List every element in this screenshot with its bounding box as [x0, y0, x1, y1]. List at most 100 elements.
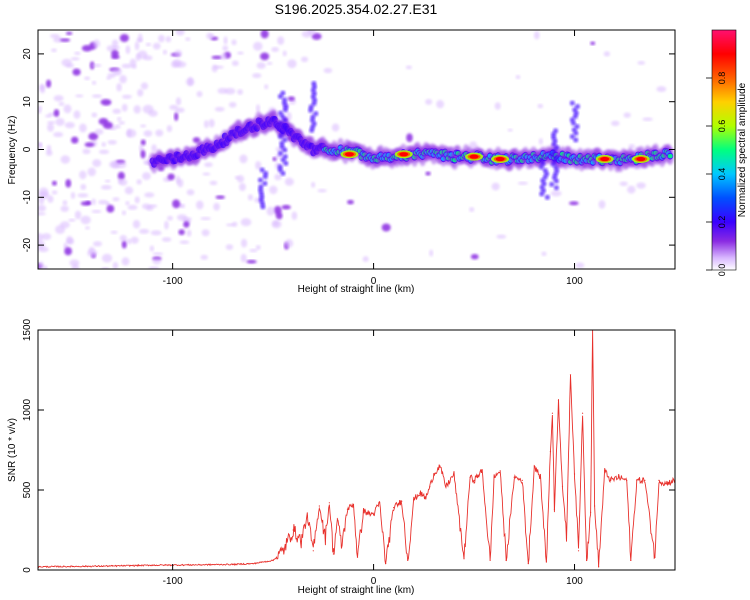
snr-data-point: [439, 465, 441, 467]
noise-blob: [284, 239, 294, 248]
snr-data-point: [336, 518, 339, 520]
noise-blob: [175, 61, 187, 68]
snr-data-point: [151, 564, 154, 566]
noise-blob: [65, 63, 75, 68]
noise-blob: [144, 192, 155, 198]
ridge-branch: [280, 90, 286, 96]
noise-blob: [656, 86, 667, 93]
noise-blob: [231, 60, 239, 67]
noise-blob: [79, 170, 87, 180]
snr-data-point: [577, 550, 580, 552]
noise-blob: [75, 94, 84, 98]
noise-blob: [255, 245, 261, 250]
noise-blob: [87, 249, 98, 258]
noise-blob: [174, 49, 183, 58]
hot-spot-core: [344, 152, 354, 157]
noise-blob: [150, 230, 162, 236]
snr-data-point: [71, 565, 73, 568]
snr-data-point: [300, 540, 302, 542]
spectrogram-x-label: Height of straight line (km): [298, 284, 415, 295]
colorbar-ticks: 0.0 0.2 0.4 0.6 0.8: [706, 72, 727, 276]
hot-spot-core: [636, 157, 646, 162]
noise-blob: [284, 177, 294, 186]
noise-blob: [151, 144, 157, 153]
noise-blob: [38, 233, 44, 242]
noise-blob: [619, 181, 628, 187]
noise-blob: [38, 212, 46, 216]
snr-data-point: [489, 559, 491, 562]
noise-blob: [91, 198, 96, 206]
snr-data-point: [324, 537, 326, 539]
noise-blob: [51, 180, 57, 186]
ridge-branch: [279, 140, 285, 146]
ridge-branch: [569, 117, 575, 123]
noise-blob: [134, 196, 140, 204]
snr-data-point: [539, 476, 541, 478]
noise-blob: [209, 180, 218, 186]
snr-y-axis: 0 500 1000 1500: [22, 318, 675, 573]
snr-data-point: [644, 479, 646, 481]
noise-blob: [140, 124, 147, 128]
snr-series-line: [38, 330, 675, 569]
snr-data-point: [111, 565, 113, 567]
ridge-branch: [553, 165, 559, 171]
noise-blob: [142, 172, 151, 180]
noise-blob: [119, 234, 127, 242]
snr-data-point: [493, 476, 495, 478]
ridge-branch: [277, 164, 283, 170]
noise-blob: [291, 211, 298, 220]
noise-blob: [38, 142, 43, 150]
ridge-branch: [280, 130, 286, 136]
y-tick-label: -10: [22, 190, 33, 205]
noise-blob: [55, 225, 66, 234]
noise-blob: [84, 142, 95, 148]
noise-blob: [178, 229, 185, 236]
ridge-branch: [308, 104, 314, 110]
y-tick-label: 20: [22, 48, 33, 60]
noise-blob: [116, 83, 122, 92]
snr-data-point: [385, 563, 387, 565]
noise-blob: [231, 39, 237, 46]
noise-blob: [60, 205, 69, 212]
noise-blob: [175, 30, 185, 36]
noise-blob: [175, 97, 182, 106]
snr-data-point: [533, 465, 535, 467]
noise-blob: [538, 138, 543, 145]
noise-blob: [171, 60, 178, 68]
noise-blob: [71, 263, 80, 269]
noise-blob: [287, 96, 296, 101]
noise-blob: [60, 155, 71, 164]
ridge-branch: [575, 103, 581, 109]
noise-blob: [174, 107, 185, 113]
noise-blob: [240, 253, 247, 263]
noise-blob: [223, 36, 228, 45]
noise-blob: [132, 219, 141, 229]
noise-blob: [101, 253, 113, 263]
noise-blob: [228, 101, 237, 108]
noise-blob: [137, 89, 144, 97]
ridge-branch: [553, 128, 559, 134]
noise-blob: [143, 130, 153, 137]
noise-blob: [38, 105, 43, 111]
noise-blob: [515, 75, 521, 80]
noise-blob: [127, 204, 138, 210]
ridge-branch: [311, 81, 317, 87]
x-tick-label: 100: [566, 576, 583, 587]
noise-blob: [301, 30, 313, 38]
snr-data-point: [252, 563, 254, 565]
noise-blob: [141, 203, 151, 210]
snr-data-point: [499, 470, 501, 472]
snr-data-point: [549, 451, 552, 453]
noise-blob: [183, 221, 190, 228]
noise-blob: [214, 106, 225, 112]
noise-blob: [264, 84, 269, 90]
noise-blob: [203, 120, 209, 129]
noise-blob: [496, 234, 507, 239]
snr-data-point: [425, 497, 427, 499]
noise-blob: [469, 141, 478, 149]
noise-blob: [507, 128, 513, 132]
noise-blob: [85, 226, 90, 230]
noise-blob: [87, 167, 97, 177]
noise-blob: [192, 137, 201, 143]
noise-blob: [53, 109, 60, 117]
